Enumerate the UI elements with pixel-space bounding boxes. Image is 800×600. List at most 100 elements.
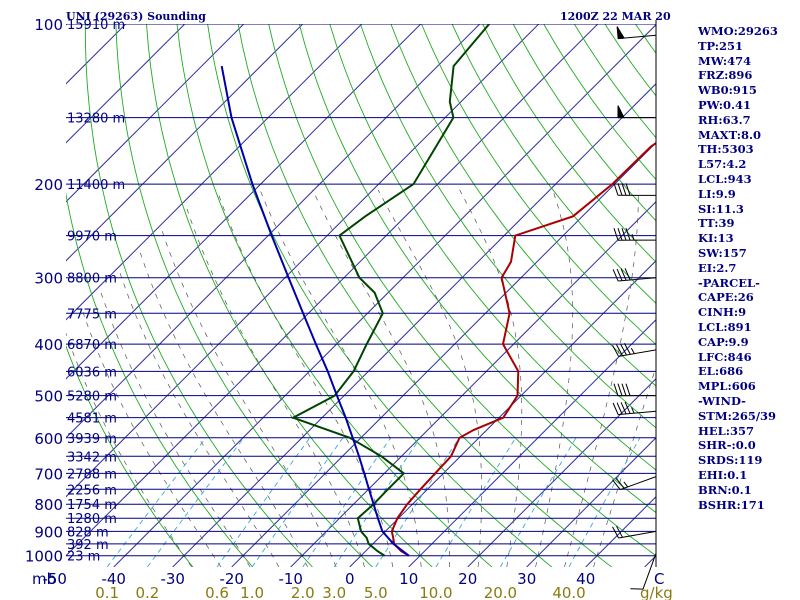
sounding-index-item: WB0:915 bbox=[698, 83, 757, 98]
wind-barb-flag bbox=[612, 269, 619, 282]
isotherm-line bbox=[113, 24, 656, 567]
sounding-indices: WMO:29263 TP:251 MW:474 FRZ:896 WB0:915 PW:0.… bbox=[698, 24, 778, 512]
mixing-ratio-line bbox=[106, 437, 207, 567]
wind-barb-flag bbox=[612, 526, 620, 539]
wind-barb-flag bbox=[625, 383, 631, 396]
mixing-ratio-tick-label: 10.0 bbox=[419, 584, 452, 600]
dry-adiabat-line bbox=[207, 24, 553, 567]
sounding-index-item: LFC:846 bbox=[698, 349, 752, 364]
height-label: 23 m bbox=[67, 550, 100, 565]
wind-barb bbox=[612, 476, 657, 491]
dry-adiabat-line bbox=[268, 24, 656, 557]
isotherm-line bbox=[526, 437, 656, 567]
dry-adiabat-line bbox=[451, 24, 656, 304]
wind-barb-flag bbox=[625, 228, 631, 241]
height-label: 1280 m bbox=[67, 512, 117, 527]
mixing-ratio-tick-label: 0.1 bbox=[95, 584, 119, 600]
mixing-ratio-line bbox=[333, 437, 421, 567]
mixing-ratio-line bbox=[216, 437, 311, 567]
station-title: UNI (29263) Sounding bbox=[66, 10, 206, 23]
wind-barb-flag bbox=[625, 183, 631, 196]
temperature-tick-label: -10 bbox=[278, 570, 303, 588]
wind-barb-half-flag bbox=[631, 407, 635, 414]
mixing-ratio-tick-label: 1.0 bbox=[240, 584, 264, 600]
moist-adiabat-line bbox=[312, 189, 450, 567]
height-label: 828 m bbox=[67, 525, 109, 540]
moist-adiabat-line bbox=[118, 269, 280, 567]
mixing-ratio-unit: g/kg bbox=[640, 584, 673, 600]
sounding-index-item: SI:11.3 bbox=[698, 201, 744, 216]
temperature-tick-label: 20 bbox=[458, 570, 477, 588]
wind-barb-flag bbox=[617, 383, 623, 396]
wind-barb-flag bbox=[616, 344, 623, 356]
height-label: 4581 m bbox=[67, 412, 117, 427]
wind-barb bbox=[616, 26, 657, 40]
moist-adiabat-line bbox=[593, 365, 656, 567]
wind-barb-flag bbox=[624, 401, 631, 414]
profile-dewpoint bbox=[290, 24, 490, 557]
wind-barb-flag bbox=[621, 183, 627, 196]
sounding-index-item: CAPE:26 bbox=[698, 290, 754, 305]
wind-barb-pennant bbox=[617, 105, 625, 119]
mixing-ratio-line bbox=[435, 437, 517, 567]
sounding-index-item: EHI:0.1 bbox=[698, 467, 748, 482]
mixing-ratio-tick-label: 2.0 bbox=[291, 584, 315, 600]
sounding-index-item: TH:5303 bbox=[698, 142, 754, 157]
wind-barb bbox=[612, 342, 657, 357]
wind-barb bbox=[612, 525, 657, 539]
sounding-index-item: SRDS:119 bbox=[698, 453, 763, 468]
height-label: 3939 m bbox=[67, 432, 117, 447]
sounding-time: 1200Z 22 MAR 20 bbox=[560, 10, 671, 23]
sounding-index-item: RH:63.7 bbox=[698, 112, 751, 127]
sounding-index-item: LI:9.9 bbox=[698, 186, 736, 201]
wind-barb bbox=[617, 105, 657, 119]
isotherm-line bbox=[66, 24, 363, 321]
wind-barb-staff bbox=[620, 476, 657, 491]
wind-barb-flag bbox=[617, 183, 623, 196]
isotherm-line bbox=[66, 24, 599, 557]
wind-barb-flag bbox=[616, 402, 623, 415]
mixing-ratio-line bbox=[568, 437, 641, 567]
mixing-ratio-tick-label: 5.0 bbox=[364, 584, 388, 600]
height-label: 1754 m bbox=[67, 498, 117, 513]
isotherm-line bbox=[66, 24, 481, 439]
wind-barb-flag bbox=[617, 228, 623, 241]
sounding-index-item: L57:4.2 bbox=[698, 157, 747, 172]
isotherm-line bbox=[172, 83, 656, 567]
pressure-unit: mb bbox=[32, 570, 56, 588]
height-label: 2788 m bbox=[67, 467, 117, 482]
height-label: 7775 m bbox=[67, 307, 117, 322]
pressure-tick-label: 700 bbox=[34, 465, 63, 483]
sounding-index-item: EI:2.7 bbox=[698, 260, 737, 275]
sounding-index-item: CAP:9.9 bbox=[698, 334, 749, 349]
wind-barb-flag bbox=[621, 383, 627, 396]
temperature-tick-label: -30 bbox=[160, 570, 185, 588]
sounding-index-item: PW:0.41 bbox=[698, 97, 752, 112]
temperature-tick-label: -50 bbox=[42, 570, 67, 588]
sounding-index-item: -WIND- bbox=[698, 393, 746, 408]
wind-barb-staff bbox=[618, 349, 657, 357]
wind-barb bbox=[613, 183, 657, 196]
pressure-tick-label: 1000 bbox=[25, 548, 63, 566]
wind-barb bbox=[630, 553, 657, 590]
isotherm-line bbox=[66, 24, 186, 144]
dry-adiabat-line bbox=[298, 24, 656, 514]
wind-barb-flag bbox=[623, 342, 631, 355]
moist-adiabat-line bbox=[99, 288, 251, 567]
isotherm-line bbox=[66, 24, 304, 262]
wind-barb-staff bbox=[618, 410, 657, 416]
isotherm-line bbox=[467, 378, 656, 567]
dry-adiabat-line bbox=[329, 24, 656, 471]
moist-adiabat-line bbox=[377, 189, 482, 567]
mixing-ratio-tick-label: 20.0 bbox=[484, 584, 517, 600]
wind-barb bbox=[613, 228, 657, 241]
wind-barb-flag bbox=[616, 268, 623, 281]
wind-barb bbox=[613, 383, 657, 397]
sounding-index-item: TT:39 bbox=[698, 216, 735, 231]
pressure-tick-label: 200 bbox=[34, 176, 63, 194]
pressure-tick-label: 500 bbox=[34, 388, 63, 406]
dry-adiabat-line bbox=[390, 24, 656, 387]
sounding-index-item: CINH:9 bbox=[698, 305, 747, 320]
moist-adiabat-line bbox=[138, 248, 308, 567]
